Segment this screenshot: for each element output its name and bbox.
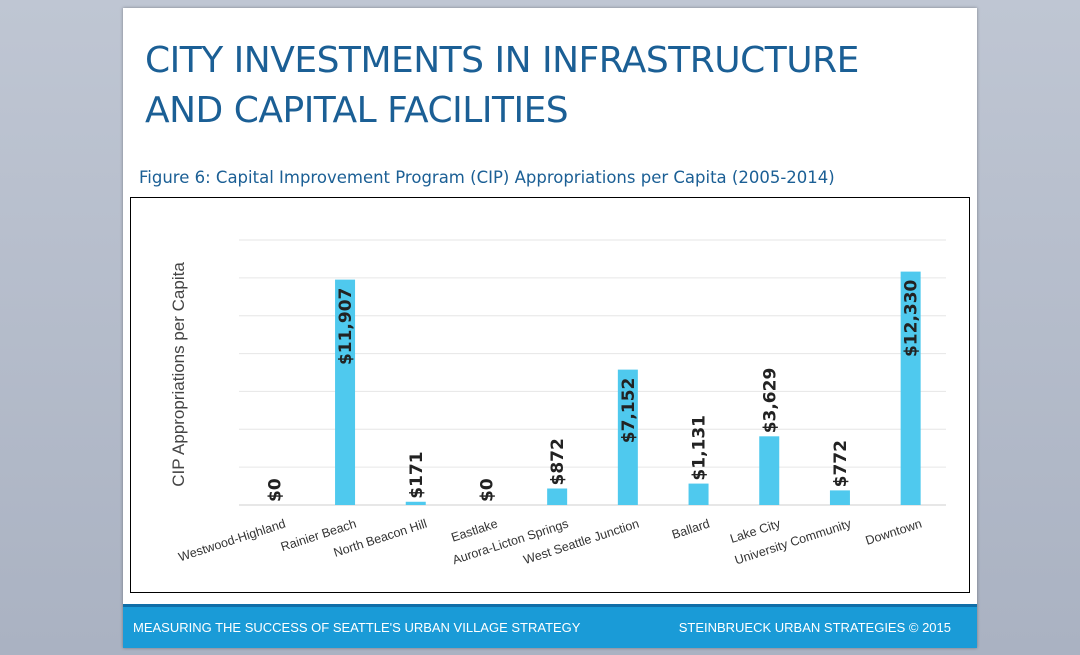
x-tick-label: Westwood-Highland — [177, 517, 288, 565]
bar — [900, 271, 921, 505]
footer-left-text: MEASURING THE SUCCESS OF SEATTLE'S URBAN… — [133, 620, 581, 635]
data-label: $12,330 — [902, 279, 922, 357]
bar-chart: CIP Appropriations per Capita $0 Westwood-… — [169, 239, 946, 567]
y-axis-label: CIP Appropriations per Capita — [169, 262, 188, 487]
data-label: $772 — [831, 440, 851, 487]
bar — [617, 369, 638, 505]
bar — [759, 436, 780, 505]
bar — [688, 483, 709, 505]
data-label: $3,629 — [760, 368, 780, 434]
data-label: $1,131 — [690, 415, 710, 481]
data-label: $7,152 — [619, 378, 639, 444]
footer-right-text: STEINBRUECK URBAN STRATEGIES © 2015 — [678, 620, 951, 635]
slide-title: CITY INVESTMENTS IN INFRASTRUCTURE AND C… — [145, 40, 859, 131]
data-label: $11,907 — [336, 288, 356, 365]
x-tick-label: Downtown — [864, 517, 924, 548]
bar — [405, 501, 426, 505]
bar — [829, 490, 850, 505]
data-label: $0 — [265, 478, 285, 502]
footer-bar: MEASURING THE SUCCESS OF SEATTLE'S URBAN… — [123, 604, 977, 648]
bar — [547, 488, 568, 505]
figure-caption: Figure 6: Capital Improvement Program (C… — [139, 168, 835, 187]
slide: CITY INVESTMENTS IN INFRASTRUCTURE AND C… — [123, 8, 977, 648]
data-label: $0 — [477, 478, 497, 502]
x-tick-label: Ballard — [670, 517, 711, 542]
bar — [335, 279, 356, 505]
data-label: $872 — [548, 438, 568, 485]
chart-frame: CIP Appropriations per Capita $0 Westwood-… — [130, 197, 970, 593]
data-label: $171 — [407, 451, 427, 498]
x-tick-label: University Community — [733, 516, 854, 567]
